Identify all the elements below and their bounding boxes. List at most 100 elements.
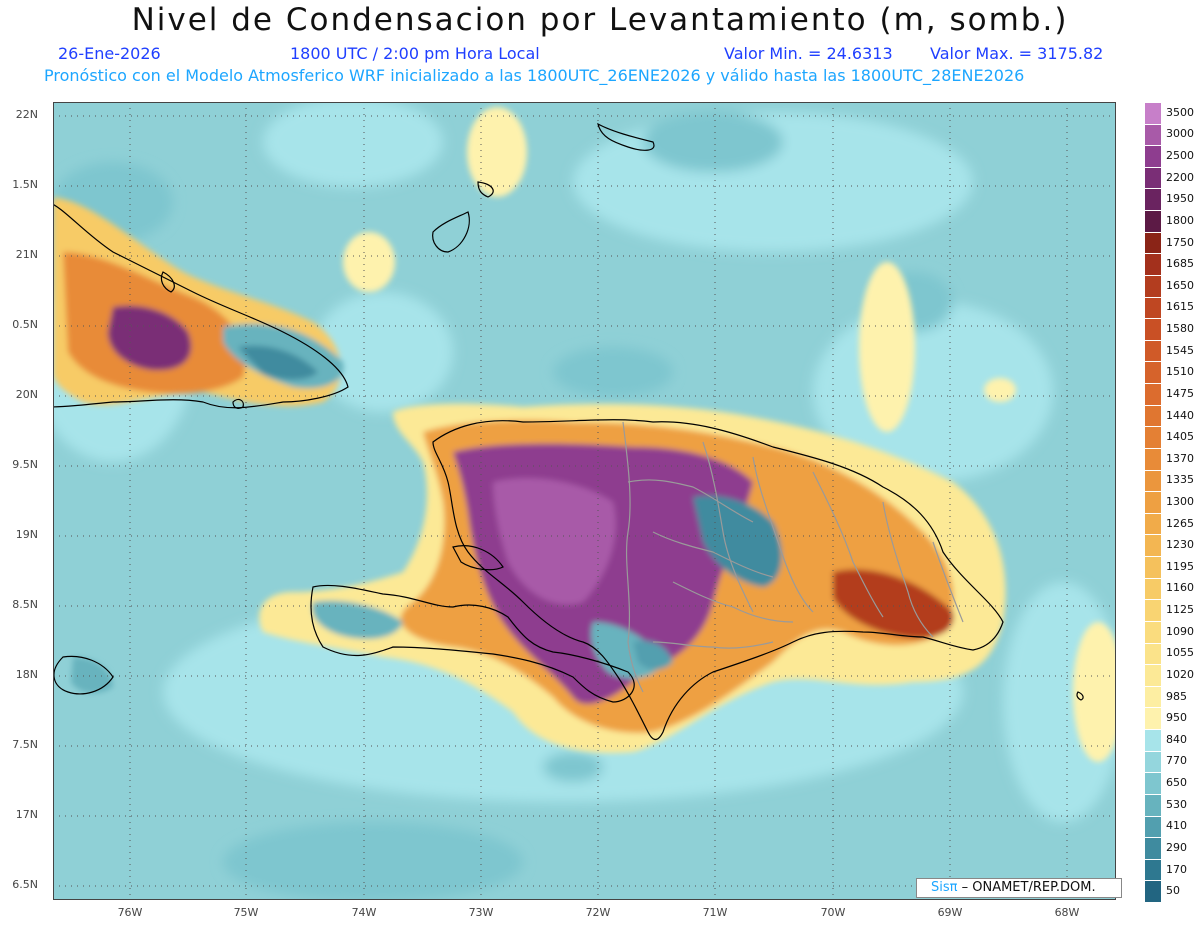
- forecast-time: 1800 UTC / 2:00 pm Hora Local: [290, 44, 540, 63]
- x-tick: 69W: [937, 906, 963, 919]
- y-tick: 17N: [15, 808, 38, 821]
- colorbar-label: 1685: [1166, 257, 1194, 271]
- x-tick: 74W: [351, 906, 377, 919]
- colorbar-label: 530: [1166, 797, 1187, 811]
- lcl-map: [53, 102, 1116, 900]
- colorbar-swatch: [1145, 361, 1161, 384]
- colorbar-swatch: [1145, 491, 1161, 513]
- y-tick: 19N: [15, 528, 38, 541]
- colorbar-swatch: [1145, 620, 1161, 643]
- y-tick: 8.5N: [12, 598, 38, 611]
- colorbar-label: 1335: [1166, 473, 1194, 487]
- colorbar-label: 3000: [1166, 127, 1194, 141]
- coastlines: [53, 122, 1084, 741]
- colorbar-swatch: [1145, 599, 1161, 621]
- credit-text: – ONAMET/REP.DOM.: [961, 880, 1096, 895]
- colorbar-label: 1510: [1166, 365, 1194, 379]
- colorbar-swatch: [1145, 707, 1161, 729]
- colorbar-swatch: [1145, 793, 1161, 816]
- colorbar-label: 1950: [1166, 192, 1194, 206]
- province-borders: [622, 421, 964, 693]
- colorbar-swatch: [1145, 404, 1161, 427]
- colorbar-label: 50: [1166, 884, 1180, 898]
- sis-logo-text: Sisπ: [931, 880, 958, 895]
- colorbar-swatch: [1145, 296, 1161, 319]
- colorbar-label: 950: [1166, 711, 1187, 725]
- colorbar-swatch: [1145, 231, 1161, 254]
- y-tick: 9.5N: [12, 458, 38, 471]
- colorbar-swatch: [1145, 339, 1161, 362]
- colorbar-swatch: [1145, 577, 1161, 600]
- x-tick: 76W: [117, 906, 143, 919]
- y-tick: 21N: [15, 248, 38, 261]
- graticule: [53, 102, 1116, 900]
- colorbar-label: 1125: [1166, 603, 1194, 617]
- colorbar-swatch: [1145, 729, 1161, 751]
- colorbar-label: 1020: [1166, 667, 1194, 681]
- yellow-blobs: [343, 107, 1116, 762]
- colorbar-label: 1615: [1166, 300, 1194, 314]
- x-tick: 71W: [702, 906, 728, 919]
- y-tick: 6.5N: [12, 878, 38, 891]
- colorbar-swatch: [1145, 383, 1161, 405]
- colorbar-swatch: [1145, 815, 1161, 838]
- colorbar-label: 1650: [1166, 278, 1194, 292]
- y-tick: 7.5N: [12, 738, 38, 751]
- colorbar-label: 2200: [1166, 170, 1194, 184]
- colorbar-label: 1545: [1166, 343, 1194, 357]
- colorbar-label: 1750: [1166, 235, 1194, 249]
- colorbar: [1145, 102, 1161, 902]
- colorbar-label: 1440: [1166, 408, 1194, 422]
- colorbar-swatch: [1145, 166, 1161, 189]
- colorbar-swatch: [1145, 102, 1161, 124]
- colorbar-swatch: [1145, 274, 1161, 297]
- y-tick: 18N: [15, 668, 38, 681]
- colorbar-label: 410: [1166, 819, 1187, 833]
- colorbar-label: 3500: [1166, 105, 1194, 119]
- colorbar-swatch: [1145, 685, 1161, 708]
- colorbar-swatch: [1145, 556, 1161, 578]
- colorbar-swatch: [1145, 145, 1161, 167]
- colorbar-label: 1055: [1166, 646, 1194, 660]
- hispaniola-shading: [71, 403, 1006, 753]
- colorbar-swatch: [1145, 123, 1161, 146]
- colorbar-swatch: [1145, 512, 1161, 535]
- colorbar-label: 1090: [1166, 624, 1194, 638]
- colorbar-swatch: [1145, 837, 1161, 859]
- colorbar-swatch: [1145, 772, 1161, 794]
- y-tick: 20N: [15, 388, 38, 401]
- colorbar-swatch: [1145, 318, 1161, 340]
- y-tick: 0.5N: [12, 318, 38, 331]
- colorbar-swatch: [1145, 858, 1161, 881]
- x-tick: 70W: [820, 906, 846, 919]
- colorbar-swatch: [1145, 253, 1161, 275]
- y-tick: 1.5N: [12, 178, 38, 191]
- colorbar-label: 2500: [1166, 149, 1194, 163]
- colorbar-swatch: [1145, 642, 1161, 665]
- credit-box: Sisπ – ONAMET/REP.DOM.: [916, 878, 1122, 898]
- colorbar-label: 1230: [1166, 538, 1194, 552]
- colorbar-swatch: [1145, 880, 1161, 902]
- colorbar-swatch: [1145, 750, 1161, 773]
- colorbar-label: 1370: [1166, 451, 1194, 465]
- colorbar-label: 1405: [1166, 430, 1194, 444]
- cuba-shading: [53, 197, 344, 407]
- colorbar-swatch: [1145, 210, 1161, 232]
- colorbar-swatch: [1145, 664, 1161, 686]
- x-tick: 73W: [468, 906, 494, 919]
- max-value-label: Valor Max. = 3175.82: [930, 44, 1104, 63]
- forecast-date: 26-Ene-2026: [58, 44, 161, 63]
- x-tick: 68W: [1054, 906, 1080, 919]
- colorbar-label: 1580: [1166, 322, 1194, 336]
- min-value-label: Valor Min. = 24.6313: [724, 44, 893, 63]
- x-tick: 72W: [585, 906, 611, 919]
- colorbar-label: 770: [1166, 754, 1187, 768]
- colorbar-swatch: [1145, 469, 1161, 492]
- colorbar-swatch: [1145, 534, 1161, 557]
- colorbar-label: 290: [1166, 840, 1187, 854]
- colorbar-label: 1300: [1166, 495, 1194, 508]
- colorbar-label: 1195: [1166, 559, 1194, 573]
- forecast-description: Pronóstico con el Modelo Atmosferico WRF…: [44, 66, 1025, 85]
- colorbar-label: 840: [1166, 732, 1187, 746]
- colorbar-label: 1160: [1166, 581, 1194, 595]
